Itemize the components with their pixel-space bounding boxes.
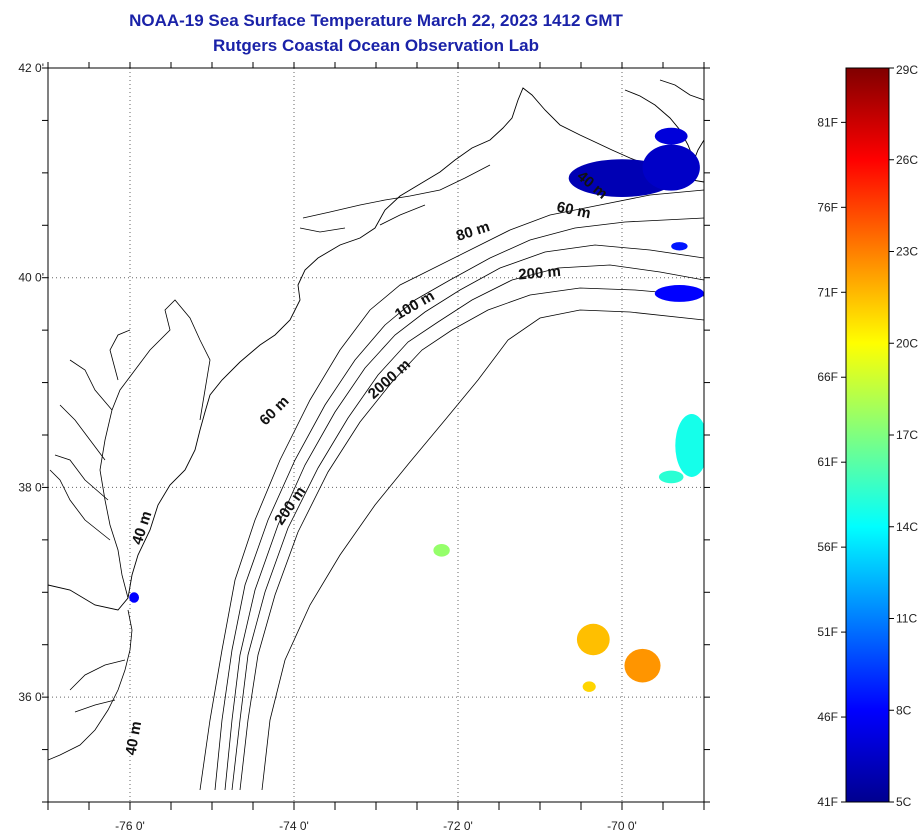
colorbar-fahrenheit-label: 46F xyxy=(817,710,838,724)
isobath-label: 40 m xyxy=(122,720,145,757)
colorbar-fahrenheit-label: 61F xyxy=(817,455,838,469)
lon-tick-label: -74 0' xyxy=(279,819,309,832)
lat-tick-label: 42 0' xyxy=(18,61,44,75)
sst-patch xyxy=(624,648,661,683)
isobath-label: 60 m xyxy=(555,199,592,223)
colorbar xyxy=(845,67,890,803)
colorbar-celsius-label: 17C xyxy=(896,428,918,442)
colorbar-fahrenheit-label: 81F xyxy=(817,115,838,129)
colorbar-fahrenheit-label: 41F xyxy=(817,795,838,809)
lon-tick-label: -70 0' xyxy=(607,819,637,832)
colorbar-celsius-label: 23C xyxy=(896,245,918,259)
coastline-bay xyxy=(49,299,211,599)
sst-patch xyxy=(675,414,704,477)
sst-patch xyxy=(642,144,700,191)
lat-tick-label: 36 0' xyxy=(18,690,44,704)
colorbar-labels: 29C 26C 23C 20C 17C 14C 11C 8C 5C 81F 76F 71F 66F 61F… xyxy=(817,63,918,809)
isobath-label: 100 m xyxy=(392,287,437,323)
isobath-2000m xyxy=(261,309,704,791)
isobath-label: 80 m xyxy=(454,218,492,245)
isobath-60m xyxy=(214,217,704,791)
sst-patch xyxy=(129,592,140,603)
isobath-label: 60 m xyxy=(256,393,292,429)
colorbar-fahrenheit-label: 71F xyxy=(817,285,838,299)
lat-tick-label: 38 0' xyxy=(18,480,44,494)
sst-patch xyxy=(654,285,704,302)
isobath-label: 40 m xyxy=(129,509,156,547)
map-subtitle: Rutgers Coastal Ocean Observation Lab xyxy=(213,36,539,55)
colorbar-celsius-label: 11C xyxy=(896,612,917,626)
colorbar-celsius-label: 5C xyxy=(896,795,912,809)
isobath-40m xyxy=(199,189,704,791)
sst-patch xyxy=(658,470,684,484)
sst-patch xyxy=(671,242,688,251)
axis-ticks: -76 0' -74 0' -72 0' -70 0' 42 0' 40 0' 38 0' 3… xyxy=(18,61,710,832)
coastline-nc xyxy=(48,609,133,761)
colorbar-celsius-label: 20C xyxy=(896,336,918,350)
colorbar-fahrenheit-label: 56F xyxy=(817,540,838,554)
lat-tick-label: 40 0' xyxy=(18,271,44,285)
colorbar-celsius-label: 26C xyxy=(896,153,918,167)
colorbar-fahrenheit-label: 76F xyxy=(817,200,838,214)
isobath-80m xyxy=(224,244,704,791)
sst-patches xyxy=(129,127,704,692)
isobath-label: 200 m xyxy=(518,263,562,284)
colorbar-fahrenheit-label: 51F xyxy=(817,625,838,639)
map-title: NOAA-19 Sea Surface Temperature March 22… xyxy=(129,11,623,30)
colorbar-celsius-label: 29C xyxy=(896,63,918,77)
isobath-100m xyxy=(231,264,704,791)
colorbar-celsius-label: 8C xyxy=(896,703,912,717)
sst-patch xyxy=(654,127,688,145)
sst-patch xyxy=(582,681,596,692)
colorbar-celsius-label: 14C xyxy=(896,520,918,534)
colorbar-fahrenheit-label: 66F xyxy=(817,370,838,384)
isobath-200m xyxy=(239,287,704,791)
coastline xyxy=(48,87,704,611)
coastline-li xyxy=(299,164,491,233)
sst-patch xyxy=(576,623,610,656)
sst-patch xyxy=(433,544,450,557)
lon-tick-label: -76 0' xyxy=(115,819,145,832)
lon-tick-label: -72 0' xyxy=(443,819,473,832)
